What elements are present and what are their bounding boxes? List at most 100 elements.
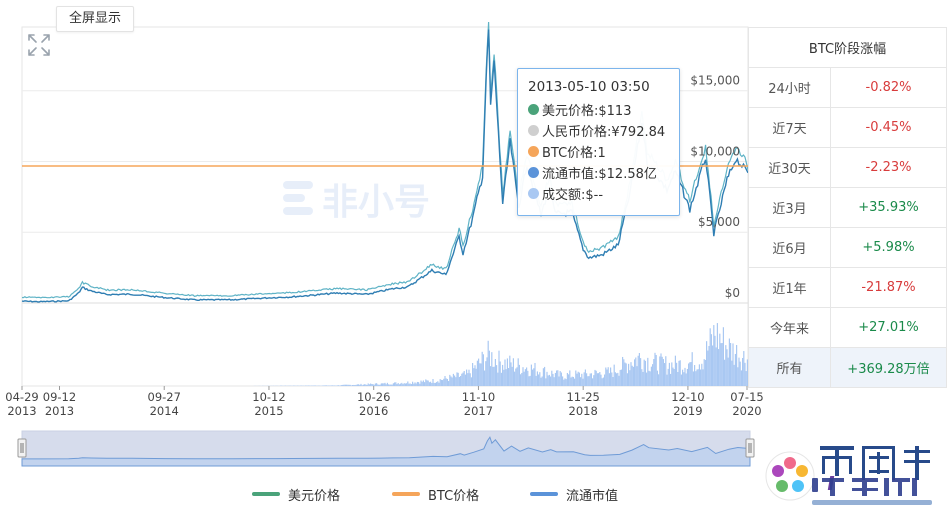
volume-bar <box>508 368 510 386</box>
y-axis-ticks: $15,000 $10,000 $5,000 $0 <box>690 74 740 300</box>
x-tick-year: 2015 <box>254 404 283 418</box>
navigator-handle[interactable] <box>17 438 27 458</box>
x-tick-year: 2013 <box>7 404 36 418</box>
volume-bar <box>353 384 355 386</box>
volume-bar <box>685 373 687 386</box>
stats-row[interactable]: 近7天 -0.45% <box>748 108 947 148</box>
volume-bar <box>570 377 572 386</box>
series-dot-icon <box>528 167 539 178</box>
volume-bar <box>510 362 512 386</box>
stats-row[interactable]: 近30天 -2.23% <box>748 148 947 188</box>
navigator-handle[interactable] <box>745 438 755 458</box>
volume-bar <box>384 382 386 386</box>
volume-bars <box>253 323 748 386</box>
volume-bar <box>545 378 547 386</box>
volume-bar <box>725 345 727 386</box>
volume-bar <box>340 385 342 386</box>
volume-bar <box>474 365 476 386</box>
stats-row[interactable]: 近1年 -21.87% <box>748 268 947 308</box>
stats-row[interactable]: 今年来 +27.01% <box>748 308 947 348</box>
stats-period-label: 今年来 <box>748 308 831 347</box>
legend-item[interactable]: BTC价格 <box>392 483 479 505</box>
volume-bar <box>643 359 645 386</box>
volume-bar <box>678 360 680 386</box>
volume-bar <box>533 368 535 386</box>
volume-bar <box>506 358 508 386</box>
volume-bar <box>466 369 468 386</box>
volume-bar <box>683 372 685 386</box>
volume-bar <box>714 335 716 386</box>
volume-bar <box>359 384 361 386</box>
volume-bar <box>566 373 568 386</box>
volume-bar <box>382 383 384 386</box>
legend-label: BTC价格 <box>428 488 480 504</box>
volume-bar <box>739 361 741 386</box>
volume-bar <box>646 372 648 386</box>
tooltip-date: 2013-05-10 03:50 <box>528 79 650 95</box>
volume-bar <box>698 364 700 386</box>
volume-bar <box>436 382 438 386</box>
volume-bar <box>494 359 496 386</box>
volume-bar <box>407 381 409 386</box>
volume-bar <box>625 363 627 386</box>
volume-bar <box>548 374 550 386</box>
volume-bar <box>452 373 454 386</box>
volume-bar <box>712 345 714 386</box>
volume-bar <box>463 370 465 386</box>
x-axis-ticks: 04-29201309-12201309-27201410-12201510-2… <box>5 386 764 418</box>
legend-item[interactable]: 美元价格 <box>252 483 340 505</box>
legend-item[interactable]: 流通市值 <box>530 483 618 505</box>
legend-label: 流通市值 <box>566 488 619 504</box>
volume-bar <box>391 384 393 386</box>
volume-bar <box>456 372 458 386</box>
volume-bar <box>554 372 556 386</box>
volume-bar <box>616 373 618 386</box>
volume-bar <box>541 376 543 386</box>
volume-bar <box>655 354 657 386</box>
volume-bar <box>736 345 738 386</box>
volume-bar <box>631 365 633 386</box>
volume-bar <box>569 370 571 386</box>
volume-bar <box>370 383 372 386</box>
volume-bar <box>451 377 453 386</box>
volume-bar <box>589 373 591 386</box>
volume-bar <box>372 384 374 386</box>
volume-bar <box>605 367 607 386</box>
volume-bar <box>542 368 544 386</box>
stats-row[interactable]: 近6月 +5.98% <box>748 228 947 268</box>
volume-bar <box>679 360 681 386</box>
volume-bar <box>400 383 402 386</box>
tooltip-row-text: 美元价格:$113 <box>542 104 632 119</box>
volume-bar <box>595 370 597 386</box>
volume-bar <box>397 383 399 386</box>
volume-bar <box>378 384 380 386</box>
watermark-mark <box>283 207 313 215</box>
watermark-logo: 非小号 <box>283 181 430 223</box>
stats-change-value: +35.93% <box>831 188 947 227</box>
stats-period-label: 近7天 <box>748 108 831 147</box>
stats-row[interactable]: 24小时 -0.82% <box>748 68 947 108</box>
volume-bar <box>744 362 746 386</box>
volume-bar <box>412 381 414 386</box>
stats-period-label: 近30天 <box>748 148 831 187</box>
volume-bar <box>716 323 718 386</box>
stats-row[interactable]: 所有 +369.28万倍 <box>748 348 947 388</box>
volume-bar <box>323 385 325 386</box>
volume-bar <box>649 371 651 386</box>
expand-arrows-icon[interactable] <box>26 32 52 58</box>
range-navigator[interactable] <box>17 430 755 467</box>
watermark-mark <box>283 194 305 202</box>
volume-bar <box>547 375 549 386</box>
volume-bar <box>403 383 405 386</box>
volume-bar <box>342 384 344 386</box>
volume-bar <box>572 376 574 386</box>
fullscreen-button[interactable]: 全屏显示 <box>56 6 134 32</box>
volume-bar <box>487 340 489 386</box>
volume-bar <box>337 385 339 386</box>
volume-bar <box>396 384 398 386</box>
volume-bar <box>457 372 459 386</box>
volume-bar <box>416 381 418 386</box>
volume-bar <box>656 370 658 386</box>
volume-bar <box>354 385 356 386</box>
stats-row[interactable]: 近3月 +35.93% <box>748 188 947 228</box>
